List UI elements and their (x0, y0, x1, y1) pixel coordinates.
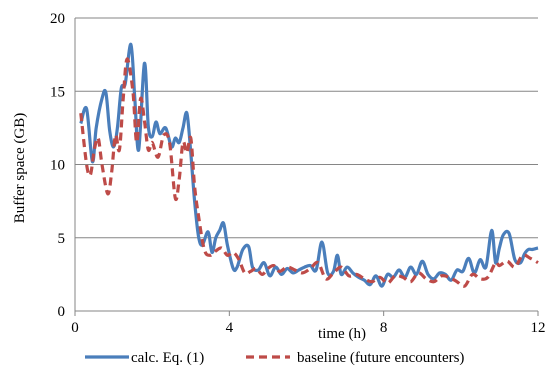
legend-label: calc. Eq. (1) (131, 350, 204, 366)
y-tick-label: 0 (58, 304, 66, 320)
series-line-1 (79, 57, 539, 288)
x-tick-label: 4 (226, 320, 234, 336)
y-tick-label: 10 (50, 158, 65, 174)
legend-label: baseline (future encounters) (297, 350, 464, 366)
x-axis-title: time (h) (318, 326, 366, 342)
x-tick-label: 8 (380, 320, 388, 336)
x-tick-labels: 0 4 8 12 (71, 320, 545, 336)
gridlines (75, 17, 538, 239)
series-lines (79, 42, 539, 288)
x-tick-label: 0 (71, 320, 79, 336)
y-axis-title: Buffer space (GB) (12, 113, 28, 224)
y-tick-label: 5 (58, 231, 66, 247)
axes (74, 18, 539, 316)
legend: calc. Eq. (1) baseline (future encounters… (85, 350, 464, 366)
y-tick-label: 20 (50, 11, 65, 27)
series-line-0 (79, 42, 539, 288)
x-tick-label: 12 (531, 320, 546, 336)
y-tick-label: 15 (50, 84, 65, 100)
y-tick-labels: 0 5 10 15 20 (50, 11, 65, 320)
